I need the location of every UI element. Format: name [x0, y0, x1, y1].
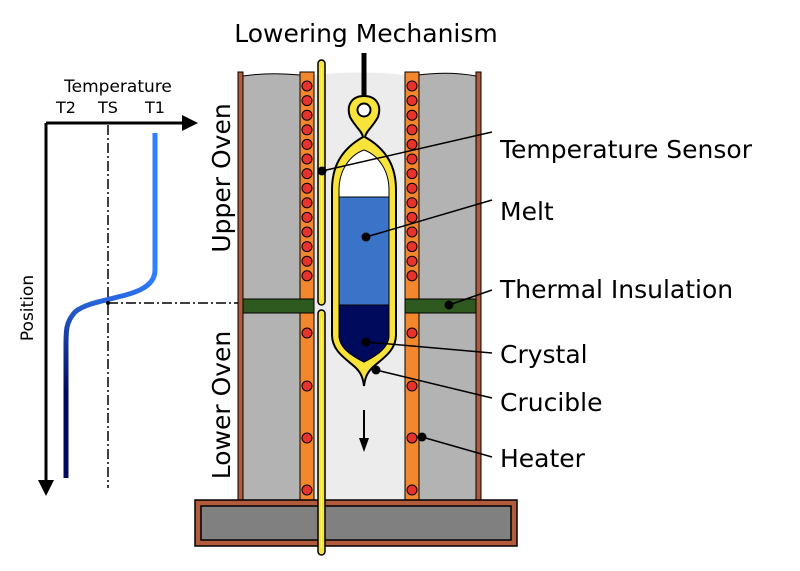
crucible-hanger-ring — [356, 102, 372, 118]
callouts: Lowering Mechanism Temperature Sensor Me… — [234, 19, 752, 473]
left-heater-coil-16 — [301, 380, 313, 392]
leader-heater-dot — [417, 432, 427, 442]
base-plate-inner — [200, 505, 512, 541]
left-heater-coil-6 — [301, 153, 313, 165]
left-heater-coil-12 — [301, 241, 313, 253]
left-heater-coil-8 — [301, 182, 313, 194]
left-heater-coil-15 — [301, 327, 313, 339]
left-heater-coil-2 — [301, 95, 313, 107]
right-heater-coil-2 — [406, 95, 418, 107]
interface-point — [106, 301, 110, 305]
leader-insulation — [448, 289, 493, 306]
right-heater-coil-10 — [406, 211, 418, 223]
right-heater-coil-16 — [406, 380, 418, 392]
right-heater-coil-1 — [406, 80, 418, 92]
heater-label: Heater — [500, 444, 586, 473]
melt-label: Melt — [500, 197, 554, 226]
right-heater-coil-18 — [406, 484, 418, 496]
right-heater-coil-13 — [406, 255, 418, 267]
left-heater-coil-5 — [301, 138, 313, 150]
right-heater-coil-5 — [406, 138, 418, 150]
right-heater-coil-7 — [406, 168, 418, 180]
leader-crucible-dot — [371, 365, 381, 375]
thermal-insulation-right — [404, 298, 477, 314]
leader-heater — [421, 436, 493, 458]
left-heater-coil-7 — [301, 168, 313, 180]
melt-region — [338, 196, 390, 306]
lower-oven-label: Lower Oven — [207, 331, 236, 480]
left-heater-coil-1 — [301, 80, 313, 92]
x-axis-label: Temperature — [63, 77, 172, 97]
left-wall-upper — [242, 73, 301, 300]
left-frame — [237, 71, 244, 501]
right-heater-coil-12 — [406, 241, 418, 253]
x-axis-arrowhead — [182, 115, 198, 131]
left-heater-coil-3 — [301, 109, 313, 121]
left-heater-coil-18 — [301, 484, 313, 496]
thermal-insulation-label: Thermal Insulation — [499, 275, 733, 304]
tick-label-t1: T1 — [144, 98, 165, 117]
right-heater-coil-6 — [406, 153, 418, 165]
leader-crystal — [365, 341, 493, 354]
leader-crystal-dot — [361, 337, 371, 347]
right-heater-coil-9 — [406, 197, 418, 209]
right-heater-coil-14 — [406, 270, 418, 282]
temperature-sensor-label: Temperature Sensor — [499, 135, 753, 164]
upper-oven-label: Upper Oven — [207, 103, 236, 252]
left-heater-coil-4 — [301, 124, 313, 136]
left-heater-coil-13 — [301, 255, 313, 267]
temperature-profile-curve — [63, 133, 158, 478]
right-heater-coil-4 — [406, 124, 418, 136]
right-heater-coil-17 — [406, 432, 418, 444]
right-heater-coil-8 — [406, 182, 418, 194]
y-axis-arrowhead — [38, 480, 54, 496]
right-heater-coil-15 — [406, 327, 418, 339]
leader-melt-dot — [361, 232, 371, 242]
left-heater-coil-11 — [301, 226, 313, 238]
lowering-direction-arrowhead — [359, 438, 369, 452]
leader-sensor-dot — [317, 166, 327, 176]
left-heater-coil-14 — [301, 270, 313, 282]
right-wall-lower — [417, 312, 477, 501]
thermal-insulation-left — [242, 298, 315, 314]
tick-label-t2: T2 — [55, 98, 76, 117]
right-heater-coil-3 — [406, 109, 418, 121]
lowering-mechanism-label: Lowering Mechanism — [234, 19, 498, 48]
leader-melt — [365, 199, 493, 238]
temperature-graph: Temperature T2 TS T1 Position — [18, 77, 330, 496]
y-axis-label: Position — [18, 275, 38, 341]
left-wall-lower — [242, 312, 301, 501]
right-heater-coil-11 — [406, 226, 418, 238]
crystal-region — [338, 304, 390, 363]
leader-crucible — [375, 369, 493, 399]
left-heater-coil-9 — [301, 197, 313, 209]
tick-label-ts: TS — [97, 98, 118, 117]
crystal-label: Crystal — [500, 340, 588, 369]
left-heater-coil-10 — [301, 211, 313, 223]
right-wall-upper — [417, 72, 477, 300]
leader-insulation-dot — [444, 300, 454, 310]
left-heater-coil-17 — [301, 432, 313, 444]
furnace: Upper Oven Lower Oven — [194, 53, 518, 556]
heater-coils — [301, 80, 418, 496]
leader-sensor — [321, 131, 493, 172]
crucible-label: Crucible — [500, 388, 602, 417]
